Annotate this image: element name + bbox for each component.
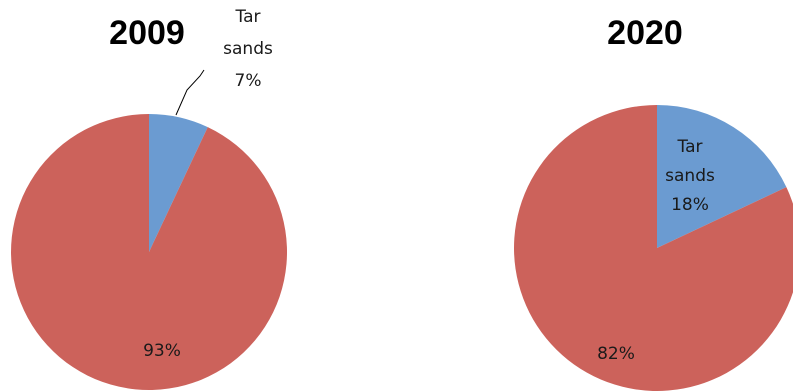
data-label-1-0-0: Tar (677, 137, 703, 157)
data-label-1-0-1: sands (665, 166, 715, 186)
pie-chart-0: 2009 Tar sands 7% 93% (11, 7, 288, 391)
chart-title-1: 2020 (607, 14, 683, 52)
chart-title-0: 2009 (109, 14, 185, 52)
data-label-0-0-1: sands (223, 39, 273, 59)
data-label-1-1-0: 82% (597, 344, 635, 364)
pie-chart-1: 2020 Tar sands 18% 82% (514, 14, 793, 391)
pie-slice-0-0 (149, 113, 208, 252)
pie-slice-0-1 (11, 114, 288, 391)
data-label-1-0-2: 18% (671, 195, 709, 215)
pie-slice-1-0 (657, 105, 787, 248)
data-label-0-1-0: 93% (143, 341, 181, 361)
leader-line-0 (175, 69, 205, 116)
pie-slice-1-1 (514, 105, 793, 391)
data-label-0-0-0: Tar (235, 7, 261, 27)
data-label-0-0-2: 7% (235, 71, 262, 91)
